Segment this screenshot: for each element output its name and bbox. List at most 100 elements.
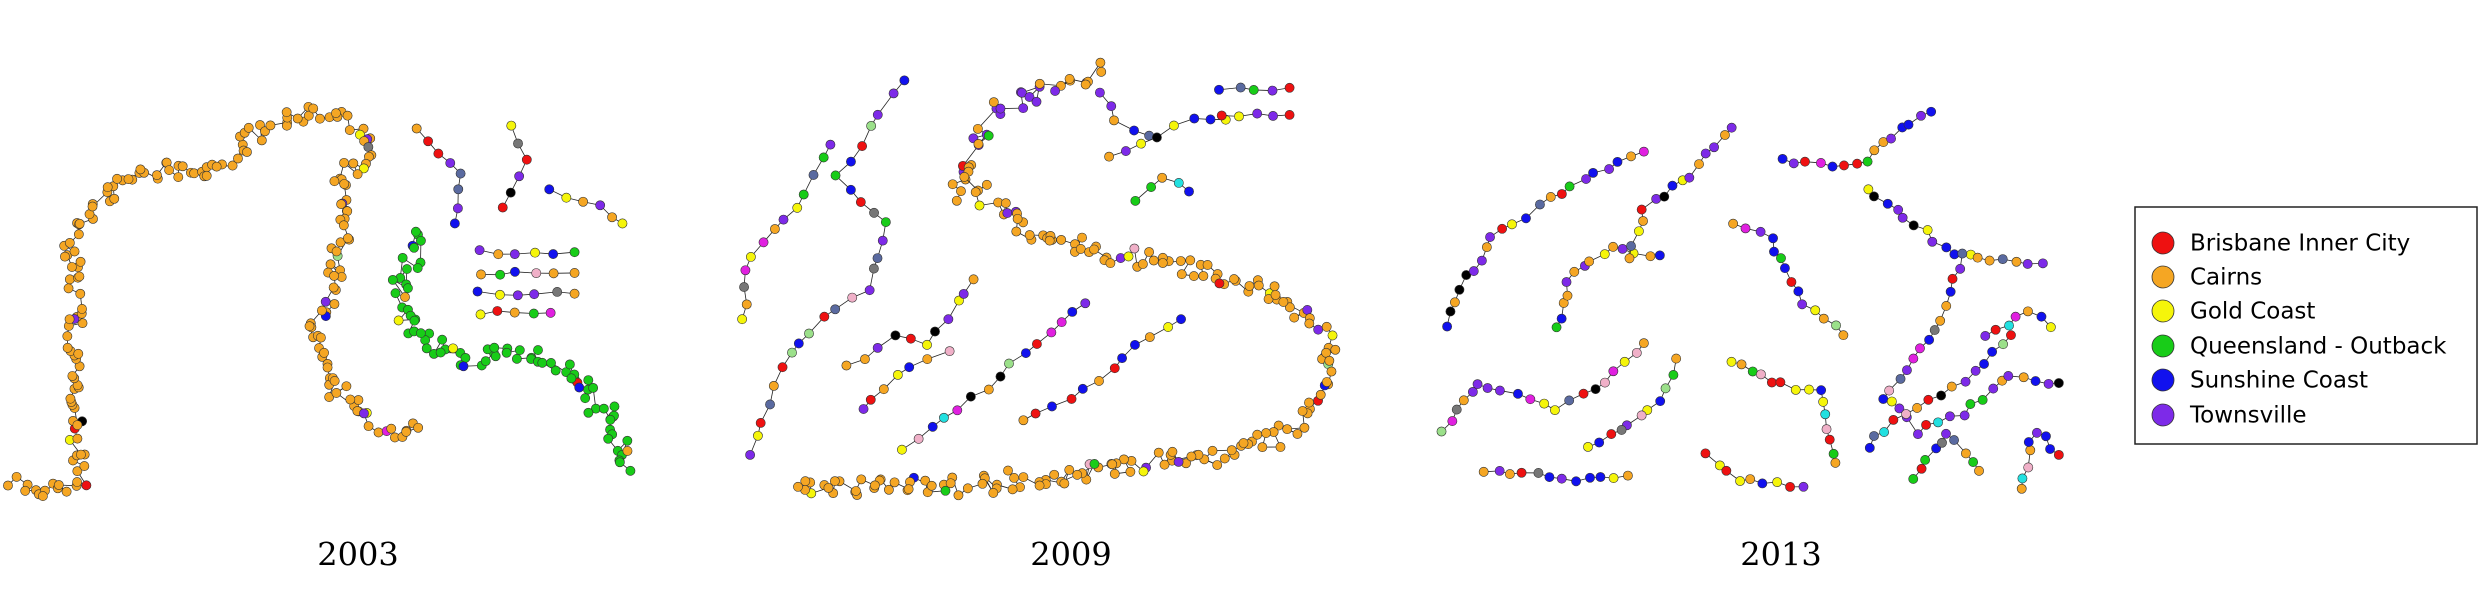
node	[1564, 181, 1575, 192]
node	[1709, 142, 1719, 153]
node	[109, 193, 120, 204]
node	[625, 465, 636, 476]
node	[164, 165, 175, 175]
node	[1467, 386, 1478, 397]
node	[544, 184, 555, 195]
node	[1726, 122, 1737, 133]
legend-swatch	[2151, 231, 2175, 255]
node	[490, 351, 501, 362]
node	[1304, 397, 1314, 408]
node	[1516, 467, 1527, 478]
node	[1798, 481, 1809, 492]
node	[2017, 473, 2028, 484]
node	[69, 246, 80, 257]
node	[1631, 347, 1642, 358]
legend-swatch	[2151, 403, 2175, 427]
node	[889, 477, 900, 488]
node	[752, 430, 763, 441]
node	[514, 345, 525, 356]
node	[569, 247, 580, 258]
node	[493, 249, 504, 260]
node	[1920, 455, 1931, 465]
node	[74, 218, 85, 229]
node	[1916, 110, 1926, 121]
node	[476, 269, 486, 280]
node	[1176, 314, 1186, 325]
node	[304, 321, 315, 332]
node	[847, 292, 858, 303]
node	[770, 224, 780, 234]
node	[1485, 232, 1495, 242]
node	[1032, 339, 1042, 349]
node	[1017, 87, 1027, 98]
node	[1626, 241, 1636, 251]
node	[870, 480, 880, 491]
node	[123, 174, 134, 184]
node	[1780, 263, 1790, 274]
node	[1072, 469, 1083, 480]
node	[1700, 148, 1711, 159]
node	[328, 282, 339, 293]
node	[233, 153, 243, 164]
node	[1769, 246, 1779, 257]
node	[858, 404, 869, 414]
node	[242, 147, 252, 157]
node	[1104, 151, 1114, 162]
node	[1152, 132, 1162, 143]
node	[1608, 366, 1619, 377]
node	[1977, 395, 1988, 405]
node	[1214, 84, 1224, 95]
node	[1020, 348, 1031, 358]
node	[1270, 290, 1281, 300]
node	[1869, 145, 1880, 156]
node	[944, 346, 955, 357]
node	[1326, 366, 1337, 377]
node	[792, 202, 803, 213]
node	[956, 186, 966, 197]
node	[1095, 57, 1106, 68]
node	[1668, 370, 1679, 380]
node	[947, 179, 958, 190]
node	[1173, 456, 1184, 467]
node	[402, 264, 412, 274]
node	[1562, 290, 1573, 301]
node	[1941, 242, 1952, 253]
node	[829, 476, 840, 487]
node	[1947, 273, 1958, 284]
node	[1138, 466, 1149, 477]
network-graphs	[3, 57, 2064, 501]
node	[1561, 277, 1572, 287]
node	[413, 422, 424, 433]
node	[1926, 106, 1937, 117]
node	[2011, 256, 2022, 267]
node	[1004, 358, 1014, 369]
node	[1684, 172, 1695, 183]
node	[265, 120, 276, 131]
node	[1123, 251, 1134, 262]
node	[455, 168, 466, 179]
node	[1445, 306, 1456, 317]
panel-label: 2013	[1740, 536, 1821, 574]
node	[745, 449, 756, 460]
node	[320, 296, 331, 307]
node	[793, 481, 803, 492]
node	[339, 157, 349, 168]
node	[1766, 377, 1777, 388]
legend-label: Queensland - Outback	[2190, 334, 2447, 360]
node	[1862, 156, 1873, 167]
node	[1327, 330, 1338, 341]
node	[569, 268, 580, 278]
legend-label: Brisbane Inner City	[2190, 231, 2410, 257]
node	[2037, 258, 2048, 269]
node	[339, 179, 350, 189]
node	[528, 308, 539, 319]
node	[1130, 195, 1141, 206]
node	[943, 314, 954, 325]
node	[1299, 422, 1310, 433]
node	[1188, 271, 1199, 281]
node	[1893, 204, 1904, 215]
node	[62, 331, 73, 342]
node	[868, 263, 879, 274]
node	[1289, 312, 1300, 323]
